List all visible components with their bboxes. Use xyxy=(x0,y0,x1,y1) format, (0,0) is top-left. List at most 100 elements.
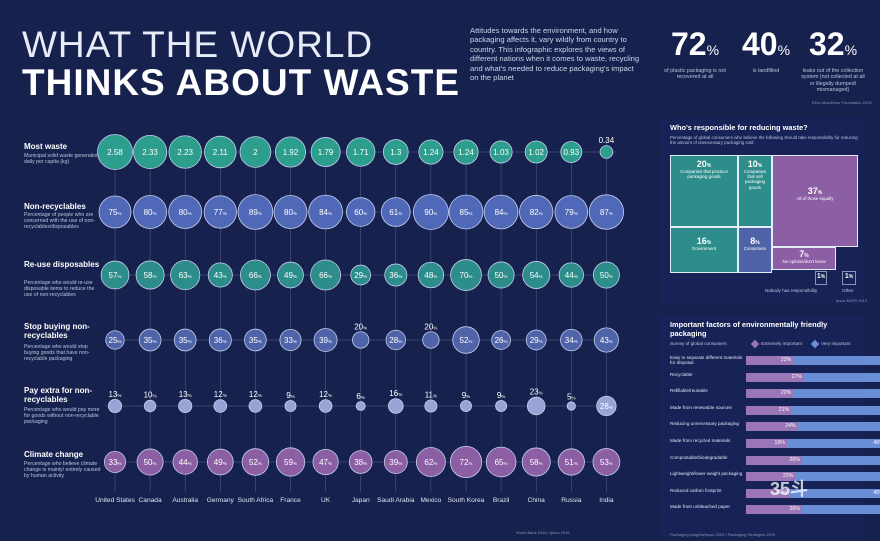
bubble-unit: % xyxy=(258,339,262,344)
tm-other-label: Other xyxy=(842,288,854,293)
factor-label-1: Recyclable xyxy=(670,371,693,377)
responsibility-subtitle: Percentage of global consumers who belie… xyxy=(670,135,858,146)
stats-source: Ellen MacArthur Foundation 2016 xyxy=(812,100,872,105)
row-title-climate: Climate change xyxy=(24,450,84,459)
bubble-label-reuse-3: 43% xyxy=(214,271,227,280)
bubble-reuse-14 xyxy=(592,261,620,289)
factors-title: Important factors of environmentally fri… xyxy=(670,320,828,338)
bubble-unit: % xyxy=(363,211,367,216)
country-label-0: United States xyxy=(95,497,135,504)
tm-all-equally: 37% All of those equally xyxy=(772,155,858,247)
factor-bar-very-9: 45% xyxy=(801,505,880,515)
bubble-unit: % xyxy=(258,274,262,279)
bubble-label-waste-2: 2.23 xyxy=(177,148,193,157)
row-title-stopbuying: Stop buying non-recyclables xyxy=(24,322,90,340)
legend-very-swatch xyxy=(810,339,820,349)
bubble-label-stopbuying-14: 43% xyxy=(600,336,613,345)
bubble-unit: % xyxy=(153,274,157,279)
bubble-climate-6 xyxy=(312,448,339,476)
bubble-label-waste-8: 1.3 xyxy=(390,148,402,157)
bubble-label-stopbuying-1: 35% xyxy=(144,336,157,345)
bubble-waste-6 xyxy=(310,137,341,167)
factor-bar-extremely-4: 24% xyxy=(746,422,798,432)
bubble-unit: % xyxy=(398,274,402,279)
bubble-unit: % xyxy=(223,339,227,344)
bubble-label-climate-12: 58% xyxy=(530,458,543,467)
bubble-reuse-5 xyxy=(277,261,304,289)
bubble-unit: % xyxy=(466,394,470,399)
bubble-label-waste-7: 1.71 xyxy=(353,148,369,157)
bubble-label-nonrecyclables-7: 60% xyxy=(354,208,367,217)
bubble-unit: % xyxy=(501,394,505,399)
bubble-stopbuying-4 xyxy=(244,328,267,352)
bubble-label-nonrecyclables-9: 90% xyxy=(424,208,437,217)
bubble-label-waste-10: 1.24 xyxy=(458,148,474,157)
bubble-label-climate-10: 72% xyxy=(460,458,473,467)
bubble-nonrecyclables-9 xyxy=(412,194,449,230)
bubble-unit: % xyxy=(223,211,227,216)
bubble-nonrecyclables-7 xyxy=(346,197,376,227)
row-desc-stopbuying: Percentage who would stop buying goods t… xyxy=(24,344,90,363)
bubble-climate-5 xyxy=(275,447,306,477)
bubble-unit: % xyxy=(609,274,613,279)
factor-label-2: Refillable/reusable xyxy=(670,388,708,394)
bubble-label-reuse-6: 66% xyxy=(319,271,332,280)
bubble-label-stopbuying-0: 25% xyxy=(109,336,122,345)
bubble-unit: % xyxy=(188,274,192,279)
bubble-stopbuying-8 xyxy=(385,329,406,351)
bubble-unit: % xyxy=(433,325,437,330)
bubble-unit: % xyxy=(609,339,613,344)
bubble-unit: % xyxy=(574,461,578,466)
bubble-unit: % xyxy=(258,461,262,466)
bubble-unit: % xyxy=(117,274,121,279)
bubble-label-climate-8: 39% xyxy=(389,458,402,467)
bubble-label-payextra-10: 9% xyxy=(462,391,471,400)
bubble-label-nonrecyclables-0: 75% xyxy=(109,208,122,217)
factor-bar-very-6: 46% xyxy=(801,455,880,465)
bubble-nonrecyclables-3 xyxy=(203,195,237,229)
bubble-label-climate-7: 38% xyxy=(354,458,367,467)
bubble-climate-7 xyxy=(348,450,373,474)
bubble-unit: % xyxy=(328,211,332,216)
factor-bar-very-5: 46% xyxy=(786,439,880,448)
stat-value: 72 xyxy=(670,26,707,62)
bubble-label-stopbuying-4: 35% xyxy=(249,336,262,345)
bubble-label-waste-9: 1.24 xyxy=(423,148,439,157)
bubble-label-nonrecyclables-1: 80% xyxy=(144,208,157,217)
bubble-unit: % xyxy=(223,393,227,398)
bubble-unit: % xyxy=(117,339,121,344)
bubble-unit: % xyxy=(468,339,472,344)
bubble-waste-12 xyxy=(524,140,548,164)
factor-label-4: Reducing unnecessary packaging xyxy=(670,421,739,427)
bubble-unit: % xyxy=(328,461,332,466)
responsibility-title: Who's responsible for reducing waste? xyxy=(670,123,808,132)
legend-extremely-swatch xyxy=(750,339,760,349)
factor-label-3: Made from renewable sources xyxy=(670,404,732,410)
bubble-reuse-11 xyxy=(487,261,515,289)
bubble-label-stopbuying-13: 34% xyxy=(565,336,578,345)
bubble-unit: % xyxy=(571,395,575,400)
bubble-label-climate-6: 47% xyxy=(319,458,332,467)
bubble-unit: % xyxy=(433,393,437,398)
bubble-label-waste-0: 2.58 xyxy=(107,148,123,157)
bubble-unit: % xyxy=(188,393,192,398)
tm-government: 16% Government xyxy=(670,227,738,273)
bubble-unit: % xyxy=(539,461,543,466)
factor-bar-extremely-5: 19% xyxy=(746,439,787,448)
factor-bar-extremely-8: 20% xyxy=(746,488,789,498)
bubble-label-nonrecyclables-13: 79% xyxy=(565,208,578,217)
bubble-unit: % xyxy=(574,339,578,344)
bubble-label-nonrecyclables-8: 61% xyxy=(389,208,402,217)
row-title-payextra: Pay extra for non-recyclables xyxy=(24,386,93,404)
bubble-payextra-13 xyxy=(566,401,576,411)
country-label-4: South Africa xyxy=(237,497,274,504)
factor-bar-extremely-0: 22% xyxy=(746,356,794,365)
bubble-payextra-10 xyxy=(460,400,472,412)
bubble-nonrecyclables-13 xyxy=(554,195,589,229)
bubble-stopbuying-1 xyxy=(138,328,162,352)
bubble-label-payextra-1: 10% xyxy=(144,391,157,400)
bubble-label-climate-5: 59% xyxy=(284,458,297,467)
bubble-climate-12 xyxy=(521,447,551,477)
tm-no-opinion: 7% No opinion/don't know xyxy=(772,247,836,270)
bubble-label-reuse-7: 29% xyxy=(354,271,367,280)
